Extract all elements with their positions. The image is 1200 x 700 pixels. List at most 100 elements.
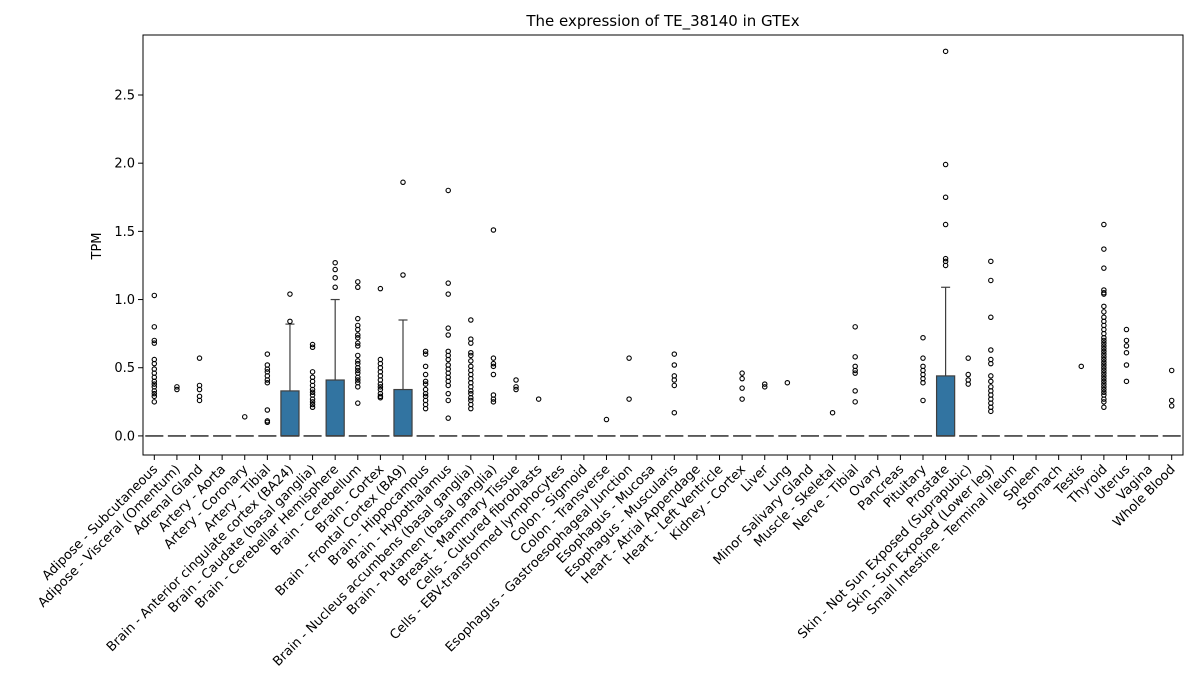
outlier-point — [1123, 326, 1130, 333]
outlier-point — [264, 419, 271, 426]
outlier-point — [1101, 291, 1107, 297]
outlier-point — [377, 285, 384, 292]
outlier-point — [852, 324, 858, 330]
outlier-point — [1101, 386, 1107, 393]
box-group — [190, 355, 209, 437]
outlier-point — [445, 291, 451, 297]
outlier-point — [468, 340, 474, 346]
box-group — [235, 414, 254, 437]
outlier-point — [1101, 389, 1107, 396]
outlier-point — [445, 390, 451, 397]
outlier-point — [671, 377, 678, 383]
box — [935, 375, 956, 437]
outlier-point — [174, 386, 180, 393]
y-axis-label: TPM — [90, 233, 105, 261]
outlier-point — [468, 352, 474, 359]
box — [325, 379, 345, 437]
outlier-point — [422, 378, 429, 385]
box-group — [439, 187, 458, 437]
outlier-point — [513, 386, 519, 393]
plot-area — [145, 48, 1181, 437]
outlier-point — [988, 258, 994, 265]
outlier-point — [1101, 354, 1107, 360]
outlier-point — [445, 356, 451, 363]
outlier-point — [355, 315, 361, 322]
outlier-point — [309, 401, 316, 408]
outlier-point — [965, 371, 971, 378]
outlier-point — [988, 314, 994, 321]
outlier-point — [988, 347, 994, 353]
outlier-point — [490, 227, 497, 233]
outlier-point — [1101, 404, 1107, 411]
outlier-point — [151, 378, 158, 385]
y-tick-label: 0.0 — [114, 429, 135, 444]
box-group — [529, 396, 548, 437]
outlier-point — [1123, 378, 1130, 385]
outlier-point — [355, 332, 361, 338]
outlier-point — [355, 364, 361, 371]
outlier-point — [513, 384, 519, 390]
outlier-point — [1123, 337, 1130, 344]
plot-frame — [142, 34, 1184, 456]
outlier-point — [1101, 345, 1107, 352]
outlier-point — [988, 277, 994, 284]
box-group — [823, 409, 842, 437]
outlier-point — [1101, 221, 1107, 228]
outlier-point — [490, 399, 497, 405]
outlier-point — [1101, 362, 1107, 368]
outlier-point — [1101, 381, 1107, 387]
outlier-point — [151, 292, 158, 299]
outlier-point — [355, 334, 361, 341]
outlier-point — [264, 366, 271, 372]
outlier-point — [1101, 364, 1107, 371]
outlier-point — [151, 340, 158, 346]
y-tick-label: 2.0 — [114, 157, 135, 172]
outlier-point — [309, 386, 316, 393]
outlier-point — [829, 409, 836, 416]
outlier-point — [264, 379, 271, 386]
outlier-point — [241, 414, 248, 420]
outlier-point — [355, 279, 361, 285]
box-group — [597, 416, 616, 437]
box-group — [1117, 326, 1136, 437]
outlier-point — [332, 259, 338, 266]
outlier-point — [468, 388, 474, 394]
outlier-point — [490, 355, 497, 361]
outlier-point — [920, 334, 926, 341]
outlier-point — [852, 388, 858, 394]
outlier-point — [671, 382, 678, 389]
outlier-point — [422, 348, 429, 355]
outlier-point — [988, 408, 994, 415]
outlier-point — [761, 384, 768, 390]
box-group — [348, 279, 367, 437]
box-group — [846, 324, 865, 437]
outlier-point — [468, 317, 474, 323]
box-group — [461, 317, 480, 437]
outlier-point — [988, 373, 994, 379]
outlier-point — [490, 360, 497, 367]
outlier-point — [377, 381, 384, 387]
box-group — [959, 355, 978, 437]
box-group — [733, 370, 752, 437]
outlier-point — [739, 375, 745, 382]
box-group — [145, 292, 164, 437]
outlier-point — [1101, 399, 1107, 405]
outlier-point — [355, 284, 361, 291]
outlier-point — [761, 381, 768, 387]
outlier-point — [377, 394, 384, 401]
outlier-point — [332, 266, 338, 273]
outlier-point — [264, 351, 271, 357]
outlier-point — [626, 396, 632, 402]
outlier-point — [1168, 397, 1175, 404]
outlier-point — [784, 379, 791, 386]
outlier-point — [739, 370, 745, 376]
outlier-point — [1101, 370, 1107, 376]
outlier-point — [264, 407, 271, 413]
outlier-point — [1101, 348, 1107, 355]
outlier-point — [445, 415, 451, 421]
outlier-point — [1101, 246, 1107, 252]
outlier-point — [1101, 309, 1107, 315]
outlier-point — [174, 384, 180, 390]
outlier-point — [1101, 337, 1107, 344]
